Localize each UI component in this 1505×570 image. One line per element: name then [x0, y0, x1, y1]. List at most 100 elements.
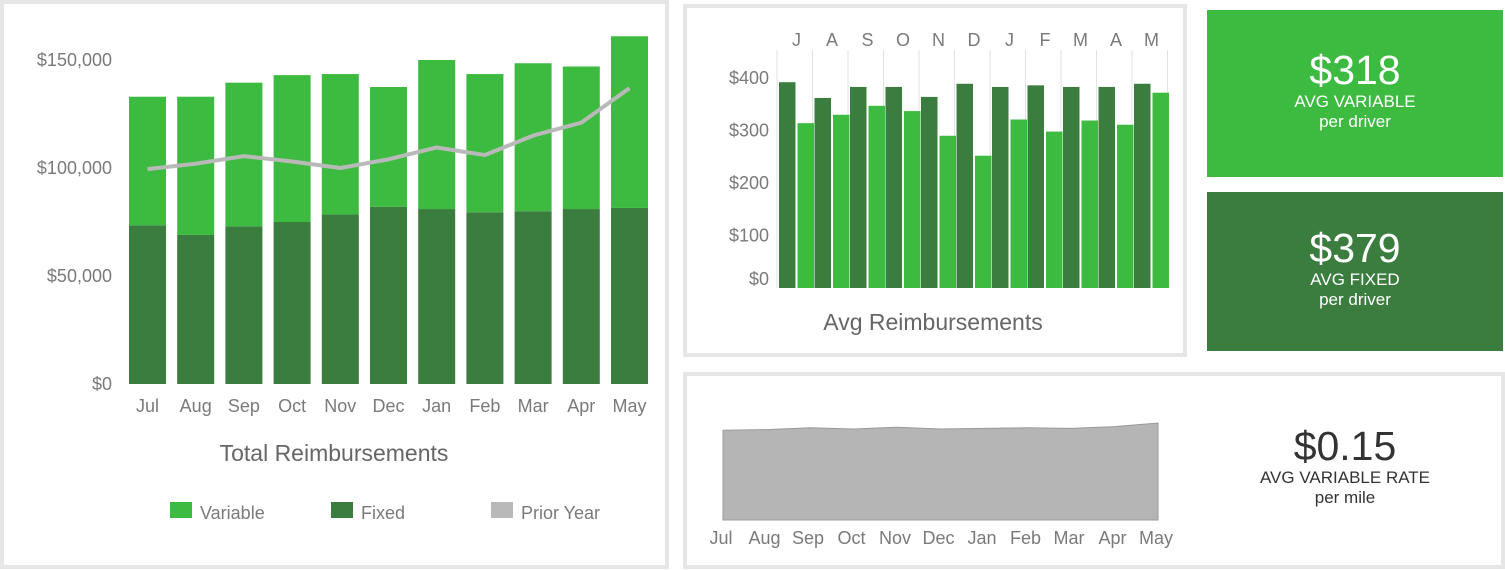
x-tick-label: Nov	[324, 396, 356, 416]
x-tick-label: Sep	[792, 528, 824, 548]
fixed-bar	[418, 209, 456, 384]
avg-fixed-label: AVG FIXED	[1310, 270, 1400, 289]
fixed-bar	[1134, 83, 1151, 289]
avg-reimbursements-panel: J A S O N D J F M A M $400 $300 $200 $100 $0 Avg Reimb…	[683, 4, 1187, 357]
variable-bar	[321, 74, 359, 215]
variable-rate-chart: Jul Aug Sep Oct Nov Dec Jan Feb Mar Apr May	[709, 422, 1173, 548]
fixed-bar	[177, 234, 215, 384]
x-tick-label: Aug	[180, 396, 212, 416]
variable-bar	[1046, 131, 1063, 288]
variable-bar	[904, 111, 921, 288]
x-tick-label: Jul	[136, 396, 159, 416]
x-tick-label: A	[1110, 30, 1122, 50]
avg-variable-tile: $318 AVG VARIABLE per driver	[1207, 10, 1503, 177]
x-tick-label: Feb	[469, 396, 500, 416]
y-tick-label: $50,000	[47, 266, 112, 286]
avg-variable-label: AVG VARIABLE	[1294, 92, 1416, 111]
x-tick-label: S	[861, 30, 873, 50]
y-tick-label: $100	[729, 226, 769, 246]
x-tick-label: J	[792, 30, 801, 50]
y-tick-label: $0	[749, 269, 769, 289]
y-tick-label: $200	[729, 173, 769, 193]
variable-bar	[129, 96, 166, 226]
variable-bar	[1152, 92, 1169, 288]
x-tick-label: Dec	[372, 396, 404, 416]
y-tick-label: $400	[729, 68, 769, 88]
fixed-bar	[885, 86, 902, 288]
x-tick-label: Jan	[967, 528, 996, 548]
avg-variable-rate-label: AVG VARIABLE RATE	[1259, 468, 1431, 487]
variable-bar	[1117, 124, 1134, 288]
x-tick-label: Oct	[278, 396, 306, 416]
fixed-bar	[1098, 86, 1115, 288]
avg-variable-rate-value: $0.15	[1293, 423, 1397, 469]
variable-rate-panel: Jul Aug Sep Oct Nov Dec Jan Feb Mar Apr May	[683, 372, 1505, 569]
x-tick-label: May	[1139, 528, 1173, 548]
x-tick-label: Mar	[518, 396, 549, 416]
avg-variable-value: $318	[1309, 47, 1401, 93]
x-tick-label: Aug	[748, 528, 780, 548]
variable-bar	[273, 75, 311, 223]
fixed-bar	[850, 86, 867, 288]
x-tick-label: Nov	[879, 528, 911, 548]
avg-variable-rate-kpi: $0.15 AVG VARIABLE RATE per mile	[1240, 424, 1450, 508]
variable-bar	[797, 123, 814, 289]
fixed-bar	[1027, 85, 1044, 288]
y-tick-label: $0	[92, 374, 112, 394]
variable-bar	[562, 66, 600, 210]
variable-rate-area	[722, 422, 1159, 521]
x-tick-label: Apr	[567, 396, 595, 416]
x-tick-label: F	[1040, 30, 1051, 50]
fixed-bar	[562, 209, 600, 384]
x-tick-label: May	[612, 396, 646, 416]
x-tick-label: J	[1005, 30, 1014, 50]
x-tick-label: O	[896, 30, 910, 50]
variable-bar	[611, 36, 648, 208]
prior-year-line	[147, 86, 631, 172]
fixed-bar	[225, 226, 263, 384]
fixed-bar	[814, 97, 831, 288]
avg-chart-title: Avg Reimbursements	[823, 309, 1042, 335]
fixed-bar	[921, 96, 938, 289]
x-tick-label: D	[968, 30, 981, 50]
y-tick-label: $300	[729, 121, 769, 141]
total-chart-title: Total Reimbursements	[220, 440, 449, 466]
x-tick-label: Sep	[228, 396, 260, 416]
avg-fixed-sub: per driver	[1319, 290, 1391, 309]
total-reimbursements-chart: $150,000 $100,000 $50,000 $0 Jul Aug Sep Oct No…	[37, 36, 648, 523]
fixed-bar	[611, 207, 648, 384]
total-reimbursements-panel: $150,000 $100,000 $50,000 $0 Jul Aug Sep Oct No…	[0, 0, 669, 569]
variable-bar	[1081, 120, 1098, 289]
variable-bar	[370, 87, 407, 207]
fixed-bar	[370, 206, 407, 384]
legend-label: Prior Year	[521, 503, 600, 523]
legend-swatch	[170, 502, 192, 518]
x-tick-label: Oct	[837, 528, 865, 548]
legend-swatch	[331, 502, 353, 518]
legend-label: Fixed	[361, 503, 405, 523]
variable-bar	[833, 114, 850, 288]
avg-fixed-value: $379	[1309, 225, 1401, 271]
fixed-bar	[129, 225, 166, 384]
variable-bar	[418, 60, 456, 210]
y-tick-label: $150,000	[37, 50, 112, 70]
y-tick-label: $100,000	[37, 158, 112, 178]
variable-bar	[939, 135, 956, 288]
x-tick-label: M	[1073, 30, 1088, 50]
fixed-bar	[956, 83, 973, 289]
fixed-bar	[321, 214, 359, 384]
x-tick-label: Apr	[1098, 528, 1126, 548]
fixed-bar	[273, 222, 311, 384]
avg-variable-rate-sub: per mile	[1314, 488, 1376, 507]
avg-reimbursements-chart: J A S O N D J F M A M $400 $300 $200 $100 $0 Avg Reimb…	[729, 30, 1169, 335]
x-tick-label: M	[1144, 30, 1159, 50]
fixed-bar	[466, 212, 504, 384]
fixed-bar	[779, 82, 796, 288]
avg-fixed-tile: $379 AVG FIXED per driver	[1207, 192, 1503, 351]
variable-bar	[868, 105, 885, 288]
variable-bar	[1010, 119, 1027, 288]
fixed-bar	[514, 211, 552, 384]
legend-label: Variable	[200, 503, 265, 523]
x-tick-label: Jan	[422, 396, 451, 416]
fixed-bar	[1063, 86, 1080, 288]
